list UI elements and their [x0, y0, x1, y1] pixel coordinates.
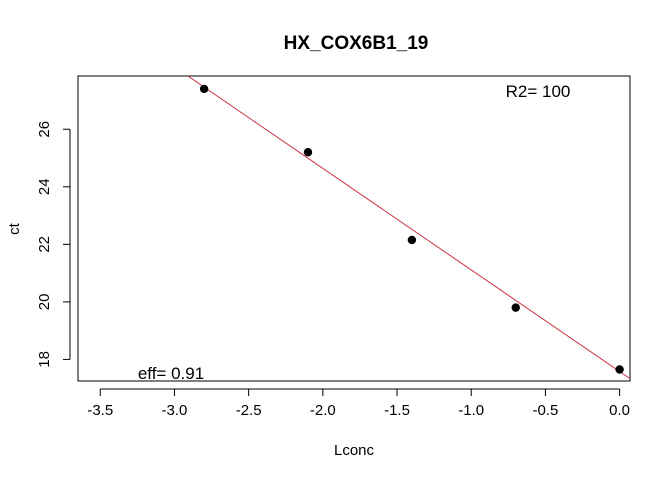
data-points	[199, 84, 624, 374]
x-tick-label: -2.0	[310, 402, 336, 419]
x-tick-label: -1.5	[384, 402, 410, 419]
data-point	[303, 148, 313, 157]
efficiency-annotation: eff= 0.91	[138, 364, 204, 383]
r2-annotation: R2= 100	[506, 82, 571, 101]
data-point	[511, 303, 520, 312]
x-tick-label: -1.0	[458, 402, 484, 419]
chart-title: HX_COX6B1_19	[284, 33, 429, 54]
y-tick-label: 26	[36, 121, 53, 138]
y-tick-label: 22	[36, 236, 53, 253]
x-axis: -3.5 -3.0 -2.5 -2.0 -1.5 -1.0 -0.5 0.0	[87, 388, 630, 419]
y-tick-label: 18	[36, 351, 53, 368]
y-tick-label: 24	[36, 178, 53, 195]
y-tick-label: 20	[36, 294, 53, 311]
plot-frame	[77, 75, 631, 382]
x-tick-label: -3.0	[162, 402, 188, 419]
data-point	[199, 84, 209, 94]
data-point	[615, 365, 624, 374]
x-tick-label: -0.5	[532, 402, 558, 419]
x-tick-label: -3.5	[87, 402, 113, 419]
y-axis-label: ct	[6, 222, 23, 235]
x-tick-label: 0.0	[609, 402, 630, 419]
x-tick-label: -2.5	[236, 402, 262, 419]
regression-line	[187, 76, 630, 380]
data-point	[407, 235, 417, 245]
y-axis: 18 20 22 24 26	[36, 121, 71, 368]
x-axis-label: Lconc	[334, 442, 375, 459]
